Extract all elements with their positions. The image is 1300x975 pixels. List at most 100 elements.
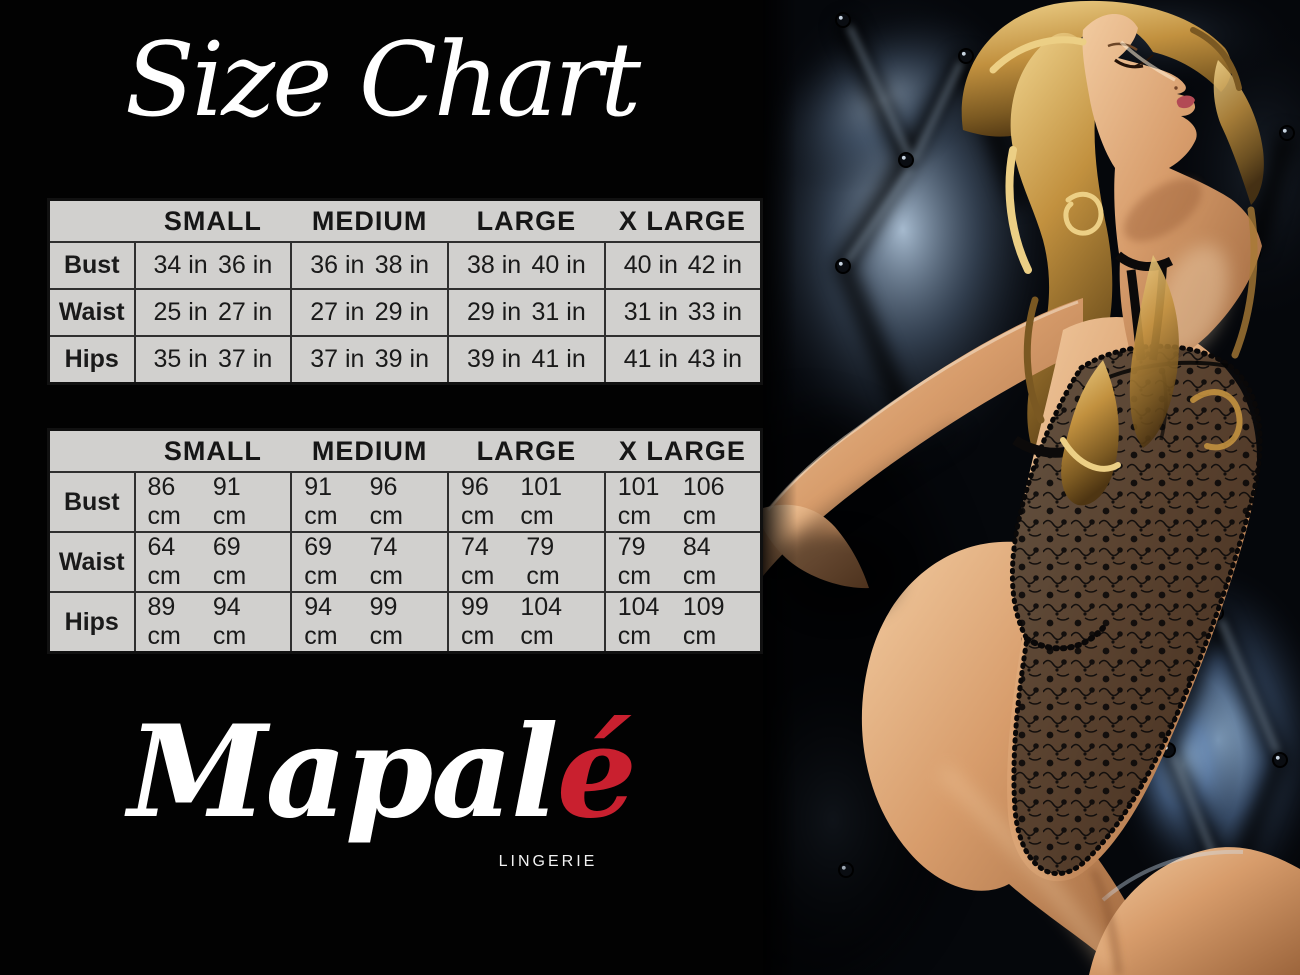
size-cell: 69 cm 74 cm bbox=[290, 531, 449, 593]
measurement-value: 40 in bbox=[623, 251, 678, 279]
table-row-bust: Bust 86 cm 91 cm 91 cm 96 cm 96 cm 101 c… bbox=[47, 471, 763, 533]
measurement-value: 39 in bbox=[374, 345, 429, 373]
measurement-value: 37 in bbox=[218, 345, 273, 373]
measurement-value: 86 cm bbox=[147, 473, 181, 530]
size-cell: 64 cm 69 cm bbox=[133, 531, 293, 593]
measurement-value: 38 in bbox=[467, 251, 522, 279]
table-row-bust: Bust 34 in 36 in 36 in 38 in 38 in 40 in… bbox=[47, 241, 763, 290]
measurement-value: 96 cm bbox=[369, 473, 403, 530]
table-row-waist: Waist 64 cm 69 cm 69 cm 74 cm 74 cm 79 c… bbox=[47, 531, 763, 593]
left-edge-blend bbox=[763, 0, 797, 975]
measurement-value: 69 cm bbox=[304, 533, 338, 590]
measurement-value: 89 cm bbox=[147, 593, 181, 650]
size-cell: 74 cm 79 cm bbox=[447, 531, 606, 593]
size-header-xlarge: X LARGE bbox=[604, 199, 762, 243]
size-header-large: LARGE bbox=[448, 199, 605, 243]
size-cell: 91 cm 96 cm bbox=[290, 471, 449, 533]
table-row-hips: Hips 35 in 37 in 37 in 39 in 39 in 41 in… bbox=[47, 335, 763, 385]
size-cell: 25 in 27 in bbox=[133, 288, 293, 337]
size-header-small: SMALL bbox=[134, 199, 292, 243]
measurement-value: 79 cm bbox=[526, 533, 560, 590]
size-cell: 99 cm 104 cm bbox=[447, 591, 606, 654]
measurement-value: 34 in bbox=[153, 251, 208, 279]
size-cell: 37 in 39 in bbox=[290, 335, 449, 385]
measurement-value: 91 cm bbox=[212, 473, 247, 530]
measurement-value: 31 in bbox=[623, 298, 678, 326]
size-cell: 31 in 33 in bbox=[603, 288, 763, 337]
model-hair-front bbox=[989, 27, 1258, 506]
row-label: Waist bbox=[47, 288, 136, 337]
brand-logo: Mapalé bbox=[0, 700, 763, 845]
size-cell: 40 in 42 in bbox=[603, 241, 763, 290]
measurement-value: 94 cm bbox=[304, 593, 338, 650]
measurement-value: 29 in bbox=[467, 298, 522, 326]
brand-name-white: Mapal bbox=[128, 698, 559, 846]
measurement-value: 25 in bbox=[153, 298, 208, 326]
size-header-medium: MEDIUM bbox=[291, 199, 448, 243]
size-cell: 38 in 40 in bbox=[447, 241, 606, 290]
size-cell: 89 cm 94 cm bbox=[133, 591, 293, 654]
brand-name: Mapalé bbox=[128, 698, 637, 846]
measurement-value: 84 cm bbox=[682, 533, 717, 590]
measurement-value: 94 cm bbox=[212, 593, 247, 650]
measurement-value: 74 cm bbox=[461, 533, 495, 590]
measurement-value: 43 in bbox=[687, 345, 742, 373]
knee-rim-light bbox=[1101, 849, 1244, 902]
measurement-value: 37 in bbox=[310, 345, 365, 373]
measurement-value: 36 in bbox=[218, 251, 273, 279]
neck-band bbox=[1115, 251, 1174, 271]
size-cell: 101 cm 106 cm bbox=[603, 471, 763, 533]
measurement-value: 40 in bbox=[531, 251, 586, 279]
header-row: SMALL MEDIUM LARGE X LARGE bbox=[48, 429, 762, 473]
size-cell: 86 cm 91 cm bbox=[133, 471, 293, 533]
measurement-value: 109 cm bbox=[682, 593, 725, 650]
measurement-value: 99 cm bbox=[369, 593, 403, 650]
table-row-hips: Hips 89 cm 94 cm 94 cm 99 cm 99 cm 104 c… bbox=[47, 591, 763, 654]
tufting-crease-highlights bbox=[845, 25, 1280, 885]
model-arm bbox=[763, 298, 1083, 576]
nostril bbox=[1174, 86, 1178, 90]
size-table-centimeters: SMALL MEDIUM LARGE X LARGE Bust 86 cm 91… bbox=[47, 428, 763, 654]
measurement-value: 31 in bbox=[531, 298, 586, 326]
measurement-value: 39 in bbox=[467, 345, 522, 373]
neck-shadow bbox=[1124, 178, 1202, 242]
header-row: SMALL MEDIUM LARGE X LARGE bbox=[48, 199, 762, 243]
row-label: Bust bbox=[47, 471, 136, 533]
measurement-value: 96 cm bbox=[461, 473, 495, 530]
measurement-value: 104 cm bbox=[617, 593, 660, 650]
model-face-details bbox=[1107, 40, 1195, 109]
header-spacer bbox=[48, 429, 135, 473]
measurement-value: 101 cm bbox=[520, 473, 563, 530]
model-far-knee bbox=[1089, 847, 1300, 975]
measurement-value: 36 in bbox=[310, 251, 365, 279]
measurement-value: 64 cm bbox=[147, 533, 181, 590]
size-cell: 94 cm 99 cm bbox=[290, 591, 449, 654]
measurement-value: 74 cm bbox=[369, 533, 403, 590]
row-label: Waist bbox=[47, 531, 136, 593]
size-cell: 27 in 29 in bbox=[290, 288, 449, 337]
measurement-value: 99 cm bbox=[461, 593, 495, 650]
measurement-value: 41 in bbox=[623, 345, 678, 373]
measurement-value: 104 cm bbox=[520, 593, 563, 650]
nose-highlight bbox=[1119, 40, 1176, 82]
size-cell: 36 in 38 in bbox=[290, 241, 449, 290]
size-header-small: SMALL bbox=[134, 429, 292, 473]
size-cell: 104 cm 109 cm bbox=[603, 591, 763, 654]
forearm-fade bbox=[776, 530, 900, 620]
size-table-inches: SMALL MEDIUM LARGE X LARGE Bust 34 in 36… bbox=[47, 198, 763, 385]
lips bbox=[1176, 95, 1195, 109]
model-hair-back bbox=[1213, 60, 1264, 205]
closed-eye-lashes bbox=[1114, 58, 1144, 69]
measurement-value: 29 in bbox=[374, 298, 429, 326]
size-cell: 35 in 37 in bbox=[133, 335, 293, 385]
size-header-medium: MEDIUM bbox=[291, 429, 448, 473]
size-cell: 39 in 41 in bbox=[447, 335, 606, 385]
row-label: Hips bbox=[47, 591, 136, 654]
brand-name-accent: é bbox=[556, 698, 637, 846]
measurement-value: 35 in bbox=[153, 345, 208, 373]
row-label: Hips bbox=[47, 335, 136, 385]
measurement-value: 101 cm bbox=[617, 473, 660, 530]
table-row-waist: Waist 25 in 27 in 27 in 29 in 29 in 31 i… bbox=[47, 288, 763, 337]
brand-tagline: LINGERIE bbox=[498, 853, 598, 870]
